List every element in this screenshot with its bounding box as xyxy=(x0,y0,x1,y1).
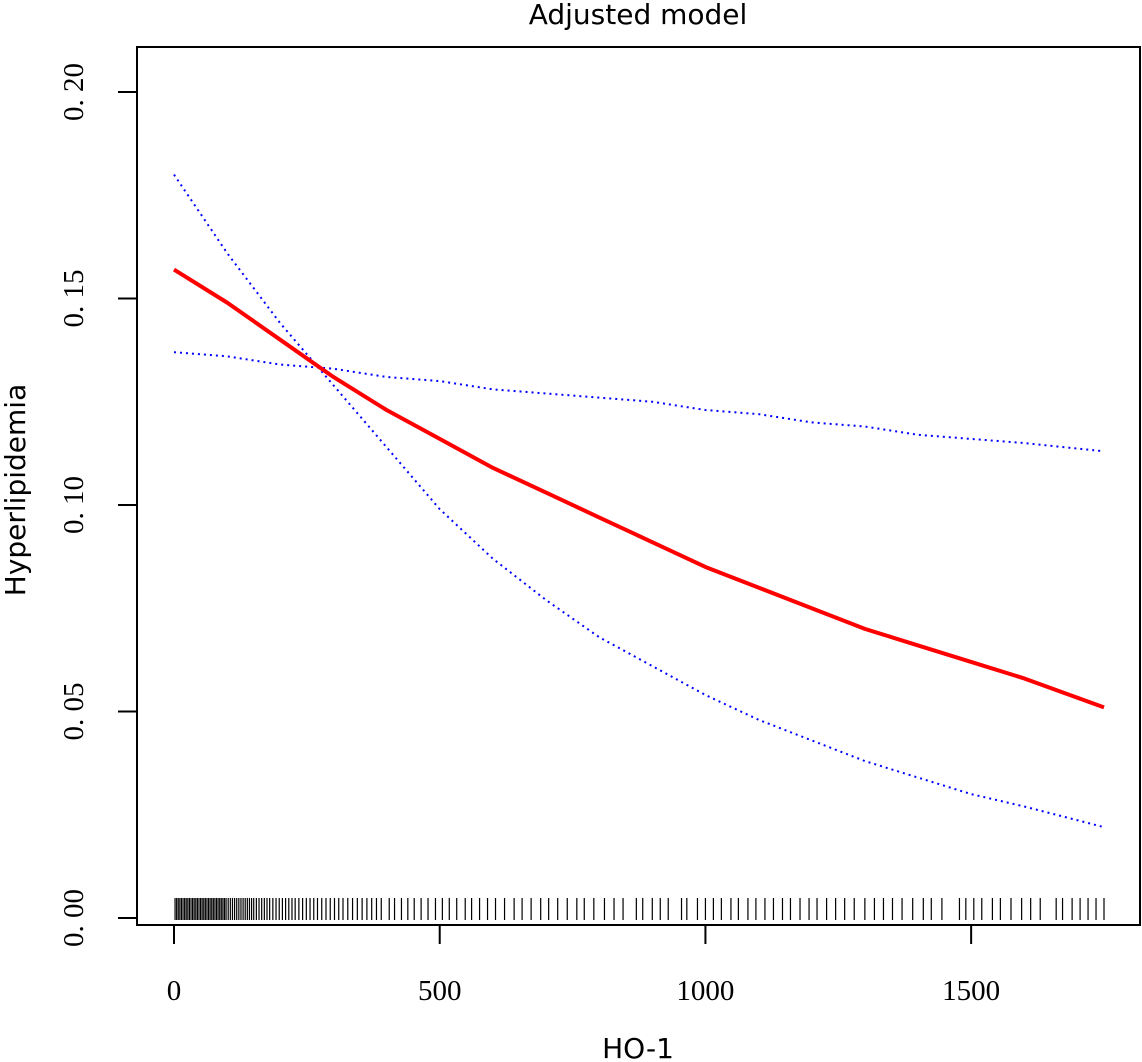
fit-line xyxy=(172,267,1105,710)
plot-frame xyxy=(136,46,1141,926)
y-axis-label: Hyperlipidemia xyxy=(0,384,32,596)
x-tick-label-3: 1500 xyxy=(942,975,1000,1007)
ci-line-2 xyxy=(173,351,1105,453)
rug-marks xyxy=(174,898,1105,920)
y-tick-label-0: 0. 00 xyxy=(58,889,90,947)
y-tick-label-2: 0. 10 xyxy=(58,476,90,534)
x-tick-label-2: 1000 xyxy=(676,975,734,1007)
y-tick-label-1: 0. 05 xyxy=(58,683,90,741)
x-tick-label-1: 500 xyxy=(418,975,462,1007)
series-layer xyxy=(172,174,1105,829)
x-axis-label: HO-1 xyxy=(602,1032,674,1062)
y-axis: 0. 00 0. 05 0. 10 0. 15 0. 20 xyxy=(58,63,138,947)
y-tick-label-3: 0. 15 xyxy=(58,270,90,328)
y-tick-label-4: 0. 20 xyxy=(58,63,90,121)
x-tick-label-0: 0 xyxy=(167,975,182,1007)
ci-line-1 xyxy=(173,174,1105,829)
chart-title: Adjusted model xyxy=(529,0,748,31)
x-axis: 0 500 1000 1500 xyxy=(167,924,1000,1007)
